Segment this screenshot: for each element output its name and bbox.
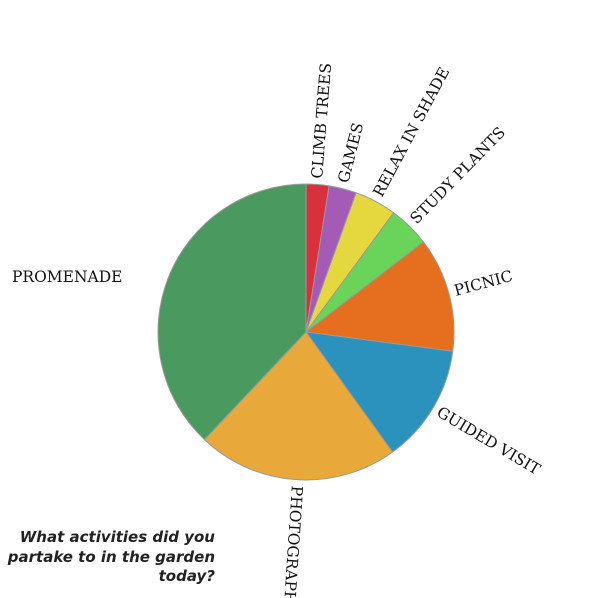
slice-guided-visit <box>304 331 454 453</box>
pie-slices <box>157 183 455 481</box>
label-picnic: PICNIC <box>452 267 515 300</box>
label-climb-trees: CLIMB TREES <box>308 62 335 179</box>
chart-caption: What activities did you partake to in th… <box>7 528 215 585</box>
label-photography: PHOTOGRAPHY <box>279 485 306 598</box>
label-games: GAMES <box>335 121 368 185</box>
label-promenade: PROMENADE <box>12 268 123 286</box>
slice-picnic <box>304 241 455 352</box>
label-study-plants: STUDY PLANTS <box>407 124 509 228</box>
slice-promenade <box>157 183 307 441</box>
label-guided-visit: GUIDED VISIT <box>434 403 544 479</box>
slice-photography <box>203 331 394 481</box>
